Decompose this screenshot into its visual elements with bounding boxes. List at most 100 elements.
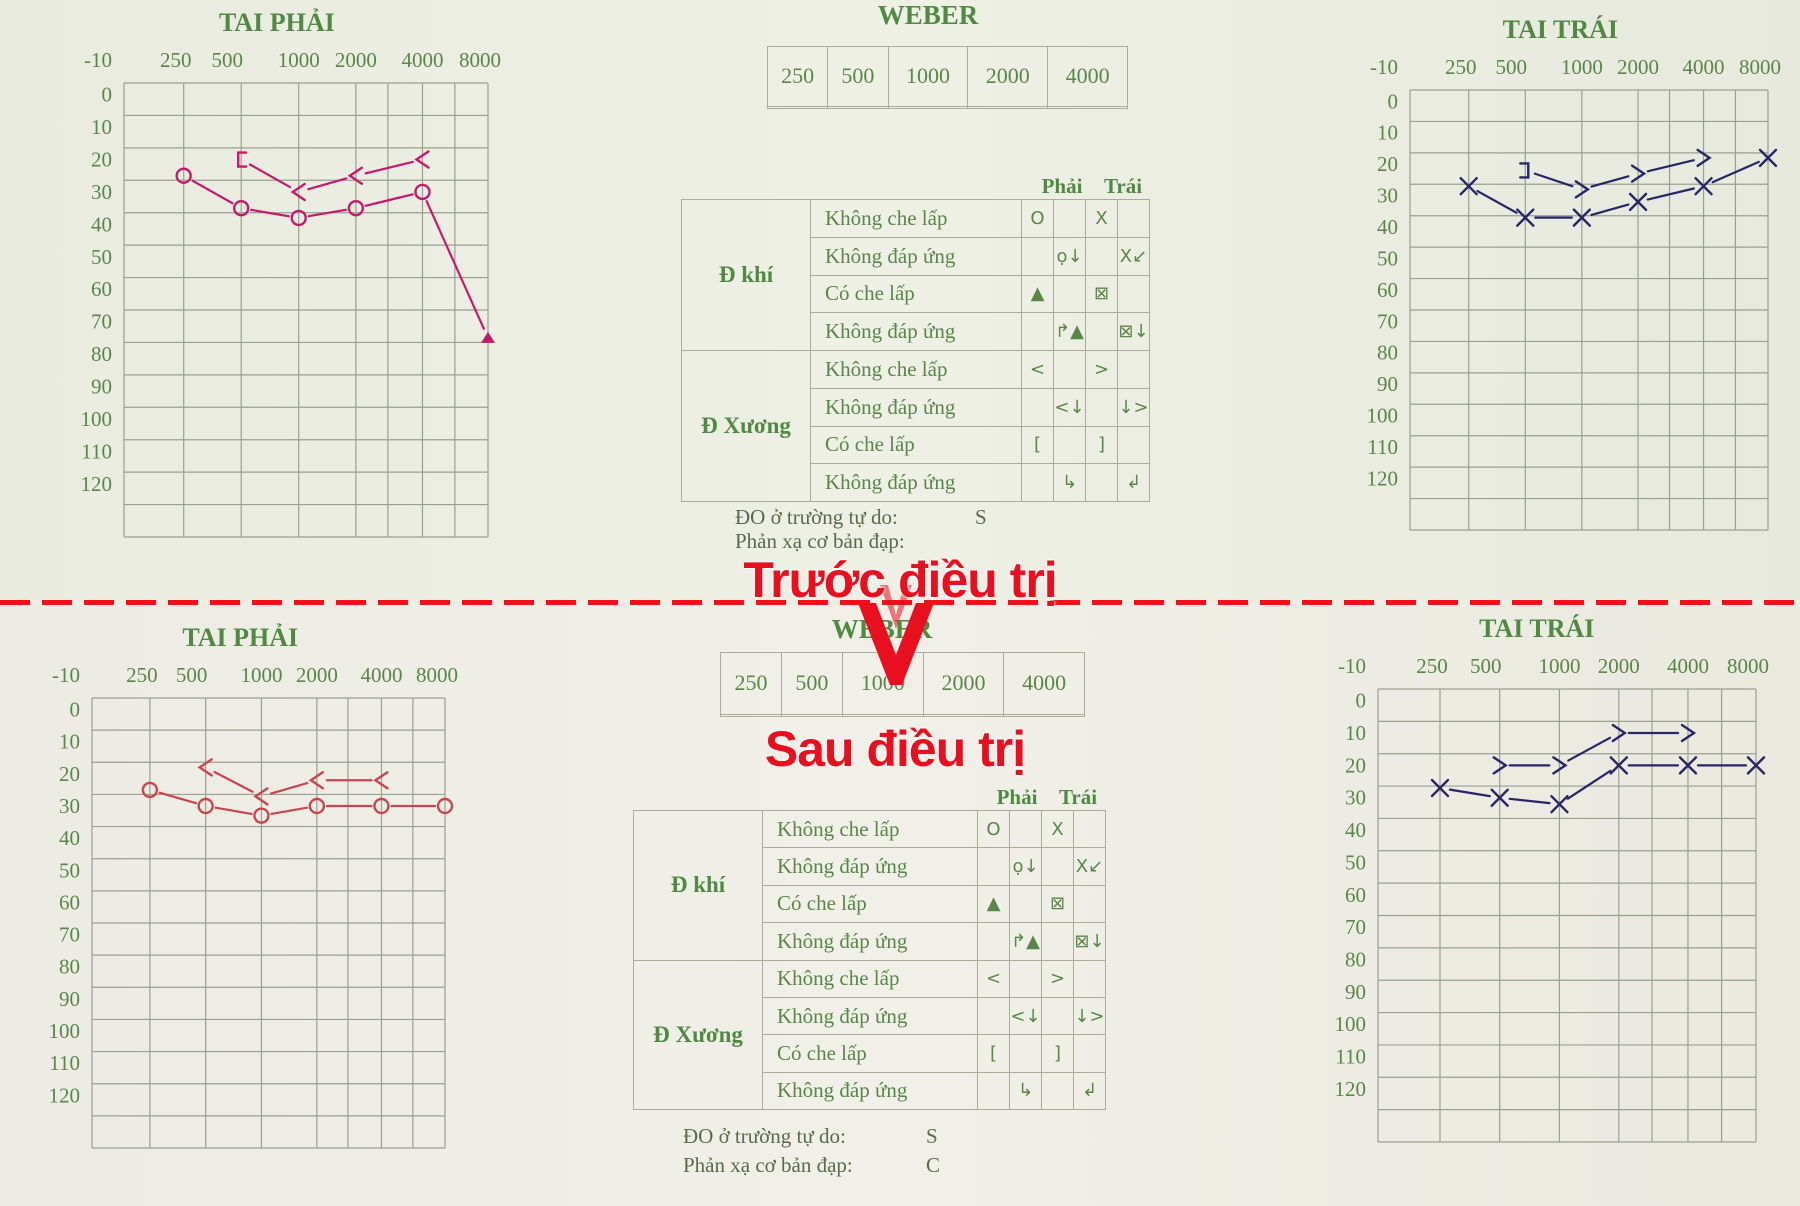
- legend-row: Không đáp ứng ↱▲ ⊠↓: [682, 312, 1150, 351]
- legend-header-right: Phải: [1041, 174, 1083, 198]
- series-line: [1711, 160, 1760, 184]
- y-tick-label: 40: [59, 826, 80, 850]
- weber-frequency-header: 4000: [1047, 46, 1128, 107]
- reflex-value: C: [926, 1153, 941, 1177]
- x-tick-label: 500: [176, 663, 208, 687]
- legend-row-label: Không che lấp: [810, 199, 1022, 238]
- y-tick-label: 10: [1345, 721, 1366, 745]
- before-treatment-label: Trước điều trị: [743, 552, 1057, 608]
- legend-symbol-cell: <: [977, 959, 1010, 998]
- y-tick-label: 30: [91, 180, 112, 204]
- legend-symbol-cell: O: [977, 809, 1010, 849]
- legend-symbol-cell: [977, 922, 1010, 961]
- legend-symbol-cell: ↓>: [1073, 996, 1106, 1036]
- y-tick-label: 80: [91, 342, 112, 366]
- data-point-cross: [1516, 208, 1535, 227]
- data-point-angle-left: [290, 182, 306, 202]
- x-tick-label: 1000: [278, 48, 320, 72]
- weber-frequency-header: 2000: [922, 652, 1005, 715]
- legend-row-label: Không đáp ứng: [762, 1071, 978, 1111]
- legend-row-label: Có che lấp: [762, 1034, 978, 1073]
- legend-symbol-cell: ↱▲: [1009, 922, 1042, 961]
- legend-row: Không đáp ứng ọ↓ X↙: [682, 236, 1150, 276]
- series-line: [158, 791, 198, 805]
- legend-symbol-cell: >: [1085, 350, 1118, 389]
- x-tick-label: 500: [1496, 55, 1528, 79]
- legend-symbol-cell: [1041, 922, 1074, 961]
- y-tick-label: 40: [1345, 818, 1366, 842]
- legend-symbol-cell: [1041, 847, 1074, 886]
- legend-symbol-cell: X↙: [1117, 236, 1150, 276]
- x-tick-label: 2000: [335, 48, 377, 72]
- data-point-angle-right: [1630, 164, 1647, 183]
- legend-symbol-cell: [1021, 387, 1054, 427]
- legend-symbol-cell: ↲: [1073, 1071, 1106, 1111]
- legend-symbol-cell: [1041, 996, 1074, 1036]
- legend-symbol-cell: [1073, 1034, 1106, 1073]
- series-line: [1646, 187, 1695, 201]
- chart-title: TAI PHẢI: [219, 8, 335, 37]
- y-tick-label: 70: [1345, 915, 1366, 939]
- free-field-value: S: [975, 505, 987, 529]
- y-tick-label: 20: [59, 762, 80, 786]
- weber-result-cell: [922, 713, 1005, 718]
- series-line: [1508, 797, 1551, 805]
- legend-symbol-cell: ↓>: [1117, 387, 1150, 427]
- symbol-legend-table: Đ khí Không che lấp O X Không đáp ứng ọ↓ X↙ Có …: [681, 199, 1150, 502]
- free-field-label: ĐO ở trường tự do:: [683, 1124, 846, 1148]
- legend-symbol-cell: [1085, 463, 1118, 502]
- series-line: [214, 806, 253, 816]
- legend-symbol-cell: ⊠: [1041, 884, 1074, 924]
- series-line: [1476, 189, 1518, 214]
- data-point-angle-right: [1696, 148, 1712, 168]
- legend-row: Có che lấp ▲ ⊠: [682, 274, 1150, 314]
- x-tick-label: 250: [1445, 55, 1477, 79]
- y-tick-label: 120: [81, 472, 113, 496]
- legend-symbol-cell: [977, 996, 1010, 1036]
- y-tick-label: 80: [59, 955, 80, 979]
- data-point-cross: [1572, 208, 1592, 227]
- y-tick-label: 120: [1335, 1077, 1367, 1101]
- legend-symbol-cell: [1009, 884, 1042, 924]
- legend-symbol-cell: [1117, 274, 1150, 314]
- y-tick-label: 110: [49, 1051, 80, 1075]
- legend-symbol-cell: [1053, 199, 1086, 238]
- legend-row: Không đáp ứng ↳ ↲: [634, 1071, 1106, 1111]
- y-tick-label: 110: [81, 439, 112, 463]
- series-line: [270, 806, 309, 816]
- legend-group-label: Đ Xương: [681, 350, 811, 502]
- data-point-circle: [290, 209, 307, 227]
- weber-result-cell: [827, 105, 889, 110]
- series-line: [191, 179, 234, 205]
- data-point-cross: [1628, 192, 1648, 212]
- data-point-cross: [1550, 794, 1569, 814]
- legend-symbol-cell: [1009, 809, 1042, 849]
- x-tick-label: 250: [160, 48, 192, 72]
- x-tick-label: 4000: [401, 48, 443, 72]
- data-point-cross: [1609, 756, 1628, 775]
- weber-result-cell: [841, 713, 924, 718]
- series-line: [1590, 175, 1630, 188]
- series-line: [269, 781, 309, 795]
- y-tick-label: -10: [1338, 654, 1366, 678]
- legend-row-label: Có che lấp: [810, 425, 1022, 465]
- y-tick-label: 80: [1345, 948, 1366, 972]
- legend-header-left: Trái: [1103, 174, 1143, 198]
- weber-frequency-header: 250: [766, 46, 829, 107]
- series-line: [213, 770, 254, 793]
- legend-row-label: Không đáp ứng: [762, 996, 978, 1036]
- data-point-circle: [175, 167, 192, 184]
- legend-symbol-cell: [1085, 236, 1118, 276]
- data-point-triangle: [481, 331, 495, 343]
- data-point-cross: [1490, 788, 1509, 807]
- series-line: [364, 193, 414, 207]
- chart-title: TAI TRÁI: [1479, 614, 1594, 643]
- legend-symbol-cell: ⊠: [1085, 274, 1118, 314]
- data-point-cross: [1746, 756, 1766, 775]
- legend-row: Không đáp ứng ↱▲ ⊠↓: [634, 922, 1106, 961]
- y-tick-label: 20: [1345, 753, 1366, 777]
- weber-frequency-header: 1000: [887, 46, 969, 107]
- x-tick-label: 8000: [416, 663, 458, 687]
- free-field-value: S: [926, 1124, 938, 1148]
- y-tick-label: 100: [1367, 404, 1399, 428]
